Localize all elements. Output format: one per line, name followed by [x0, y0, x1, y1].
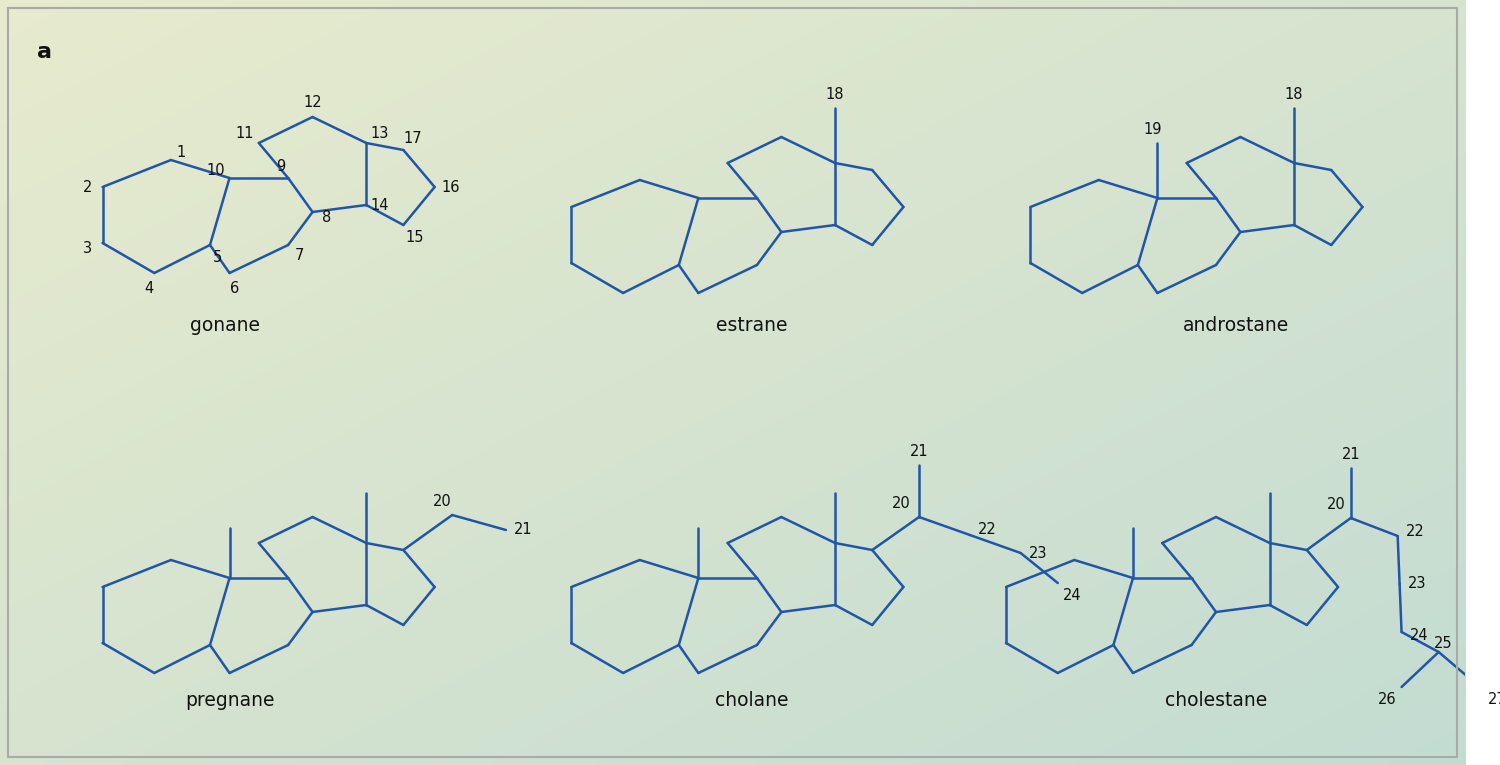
Text: 24: 24 — [1064, 588, 1082, 603]
Text: 22: 22 — [978, 522, 998, 538]
Text: 10: 10 — [207, 162, 225, 177]
Text: 9: 9 — [276, 158, 285, 174]
Text: 21: 21 — [910, 444, 928, 458]
Text: 13: 13 — [370, 125, 388, 141]
Text: 15: 15 — [406, 230, 424, 245]
Text: 1: 1 — [176, 145, 186, 159]
Text: estrane: estrane — [717, 315, 788, 334]
Text: 7: 7 — [296, 248, 304, 262]
Text: 2: 2 — [82, 180, 93, 194]
Text: 5: 5 — [213, 249, 222, 265]
Text: 27: 27 — [1488, 692, 1500, 707]
Text: 3: 3 — [84, 240, 93, 256]
Text: androstane: androstane — [1182, 315, 1288, 334]
Text: 24: 24 — [1410, 627, 1428, 643]
Text: 20: 20 — [433, 493, 451, 509]
Text: 22: 22 — [1406, 523, 1425, 539]
Text: 23: 23 — [1029, 545, 1047, 561]
Text: 4: 4 — [146, 281, 154, 295]
Text: gonane: gonane — [189, 315, 260, 334]
Text: 20: 20 — [1328, 496, 1346, 512]
Text: 26: 26 — [1377, 692, 1396, 707]
Text: pregnane: pregnane — [184, 691, 274, 709]
Text: 21: 21 — [1341, 447, 1360, 461]
Text: 20: 20 — [892, 496, 910, 510]
Text: 23: 23 — [1408, 577, 1426, 591]
Text: cholane: cholane — [716, 691, 789, 709]
Text: 18: 18 — [827, 86, 844, 102]
Text: 14: 14 — [370, 197, 388, 213]
Text: 19: 19 — [1143, 122, 1162, 136]
Text: 12: 12 — [303, 95, 322, 109]
Text: 18: 18 — [1286, 86, 1304, 102]
Text: 16: 16 — [441, 180, 459, 194]
Text: a: a — [38, 42, 52, 62]
Text: 11: 11 — [236, 125, 255, 141]
Text: cholestane: cholestane — [1166, 691, 1268, 709]
Text: 17: 17 — [404, 131, 423, 145]
Text: 21: 21 — [514, 522, 532, 538]
Text: 8: 8 — [321, 210, 332, 224]
Text: 25: 25 — [1434, 636, 1454, 652]
Text: 6: 6 — [230, 281, 238, 295]
